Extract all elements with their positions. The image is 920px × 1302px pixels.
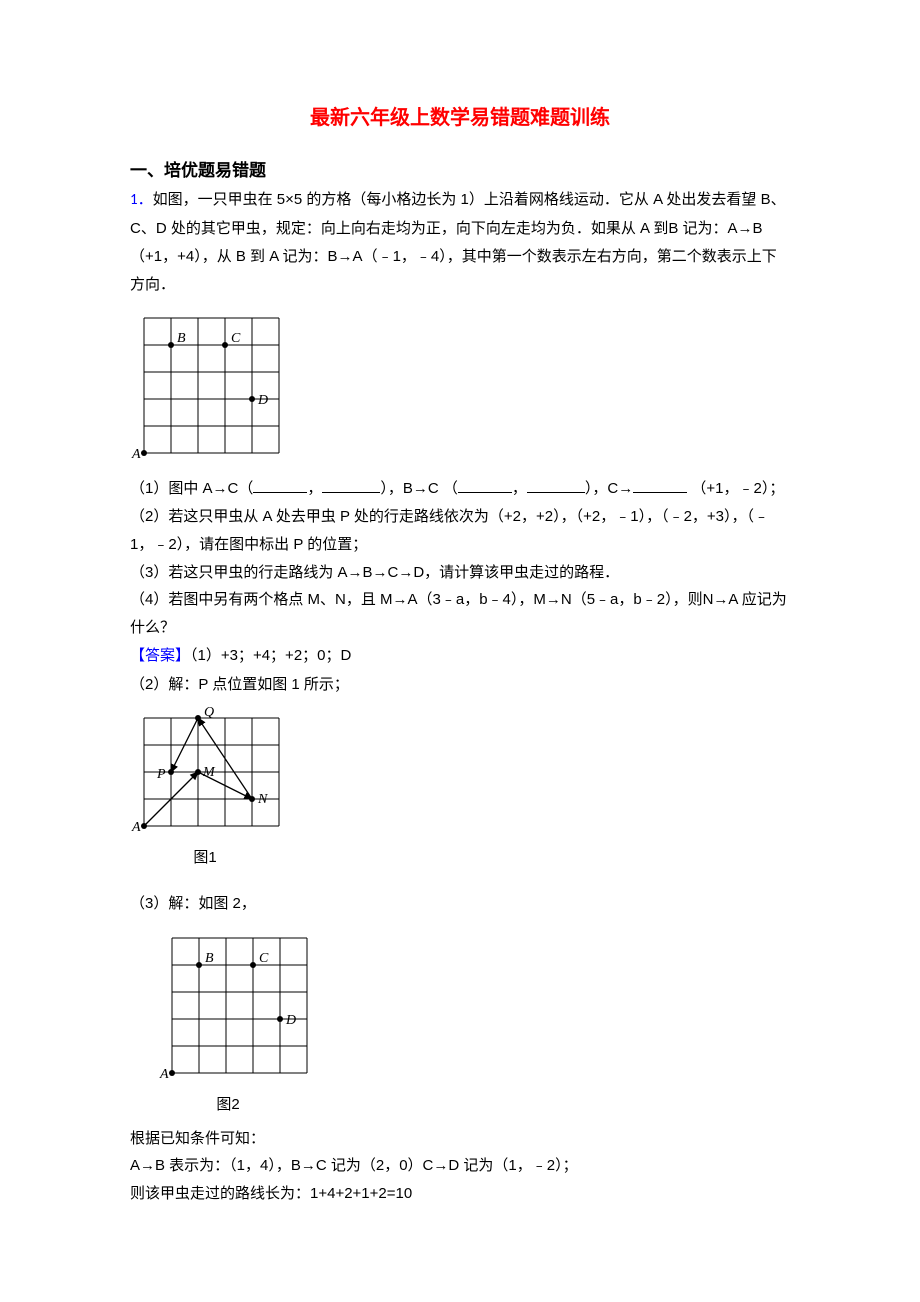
ans3-line1: 根据已知条件可知： <box>130 1125 790 1153</box>
svg-text:M: M <box>202 765 216 780</box>
q1-sub4: （4）若图中另有两个格点 M、N，且 M→A（3﹣a，b﹣4），M→N（5﹣a，… <box>130 586 790 642</box>
svg-text:B: B <box>205 951 214 966</box>
svg-text:D: D <box>257 393 268 408</box>
blank <box>633 477 687 493</box>
page: 最新六年级上数学易错题难题训练 一、培优题易错题 1．如图，一只甲虫在 5×5 … <box>0 0 920 1302</box>
blank <box>458 477 512 493</box>
svg-text:B: B <box>177 331 186 346</box>
ans1: （1）+3；+4；+2；0；D <box>190 647 351 664</box>
doc-title: 最新六年级上数学易错题难题训练 <box>130 100 790 137</box>
q1-number: 1． <box>130 191 153 209</box>
answer-label: 【答案】 <box>130 648 190 664</box>
svg-text:P: P <box>156 767 166 782</box>
q1-sub3: （3）若这只甲虫的行走路线为 A→B→C→D，请计算该甲虫走过的路程． <box>130 559 790 587</box>
ans3-line2: A→B 表示为：（1，4），B→C 记为（2，0）C→D 记为（1，﹣2）； <box>130 1152 790 1180</box>
svg-text:C: C <box>231 331 241 346</box>
answer-block: 【答案】（1）+3；+4；+2；0；D <box>130 642 790 671</box>
blank <box>253 477 307 493</box>
q1-sub2: （2）若这只甲虫从 A 处去甲虫 P 处的行走路线依次为（+2，+2），（+2，… <box>130 503 790 559</box>
q1-sub1: （1）图中 A→C（，），B→C （，），C→ （+1，﹣2）； <box>130 475 790 503</box>
blank <box>527 477 585 493</box>
ans3-line3: 则该甲虫走过的路线长为：1+4+2+1+2=10 <box>130 1180 790 1208</box>
svg-text:A: A <box>131 447 141 462</box>
section-heading: 一、培优题易错题 <box>130 155 790 186</box>
svg-text:D: D <box>285 1013 296 1028</box>
svg-text:Q: Q <box>204 705 214 720</box>
svg-text:C: C <box>259 951 269 966</box>
svg-text:A: A <box>159 1067 169 1082</box>
ans3: （3）解：如图 2， <box>130 890 790 918</box>
figure-2: A B C D 图2 <box>158 924 790 1119</box>
fig1-caption: 图1 <box>130 844 280 872</box>
fig2-caption: 图2 <box>158 1091 298 1119</box>
ans2: （2）解：P 点位置如图 1 所示； <box>130 671 790 699</box>
q1-body: 1．如图，一只甲虫在 5×5 的方格（每小格边长为 1）上沿着网格线运动．它从 … <box>130 186 790 298</box>
svg-text:N: N <box>257 792 268 807</box>
figure-main: A B C D <box>130 304 790 469</box>
blank <box>322 477 380 493</box>
q1-p1: 如图，一只甲虫在 5×5 的方格（每小格边长为 1）上沿着网格线运动．它从 A … <box>130 191 786 292</box>
figure-1: A P Q M N 图1 <box>130 704 790 872</box>
svg-text:A: A <box>131 820 141 835</box>
